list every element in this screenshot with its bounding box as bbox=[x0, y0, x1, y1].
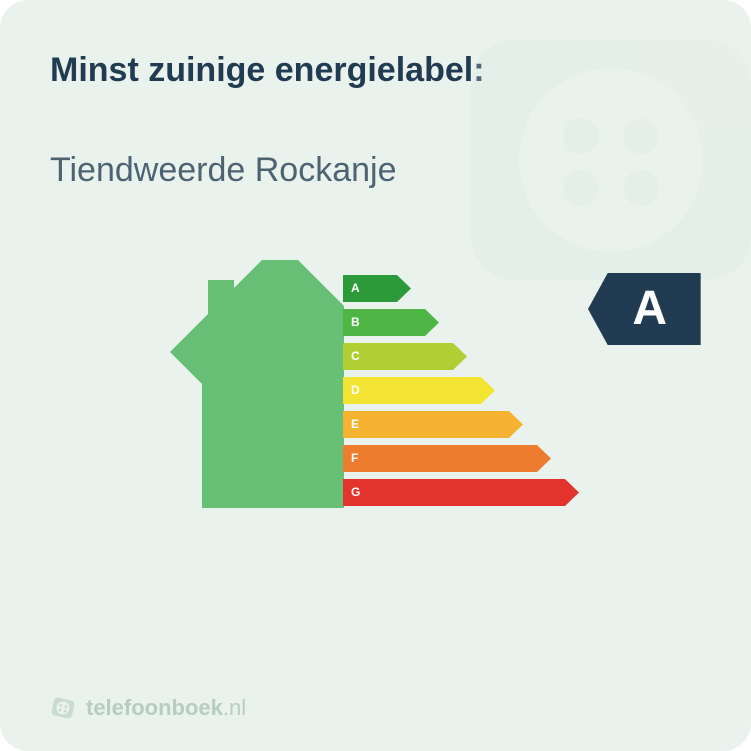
footer-brand-bold: telefoonboek bbox=[86, 695, 223, 720]
energy-bar-letter: C bbox=[351, 349, 360, 363]
energy-bar-b: B bbox=[343, 309, 579, 336]
energy-bar-letter: F bbox=[351, 451, 358, 465]
energy-bar-e: E bbox=[343, 411, 579, 438]
energy-bar-f: F bbox=[343, 445, 579, 472]
energy-bar-letter: E bbox=[351, 417, 359, 431]
footer-brand-light: .nl bbox=[223, 695, 246, 720]
result-badge: A bbox=[588, 273, 701, 345]
energy-bar-letter: G bbox=[351, 485, 360, 499]
energy-bar-g: G bbox=[343, 479, 579, 506]
energy-diagram: A B C D E F G A bbox=[50, 250, 701, 530]
energy-bar-c: C bbox=[343, 343, 579, 370]
energy-bar-letter: D bbox=[351, 383, 360, 397]
card-title: Minst zuinige energielabel: bbox=[50, 50, 701, 91]
energy-bar-letter: A bbox=[351, 281, 360, 295]
result-letter: A bbox=[632, 281, 667, 336]
energy-bar-d: D bbox=[343, 377, 579, 404]
footer-logo-icon bbox=[48, 693, 79, 724]
info-card: Minst zuinige energielabel: Tiendweerde … bbox=[0, 0, 751, 751]
energy-bar-a: A bbox=[343, 275, 579, 302]
energy-bar-letter: B bbox=[351, 315, 360, 329]
house-icon bbox=[170, 260, 348, 508]
card-subtitle: Tiendweerde Rockanje bbox=[50, 151, 701, 190]
footer-brand: telefoonboek.nl bbox=[86, 695, 246, 721]
energy-bars: A B C D E F G bbox=[343, 275, 579, 513]
footer: telefoonboek.nl bbox=[50, 695, 246, 721]
